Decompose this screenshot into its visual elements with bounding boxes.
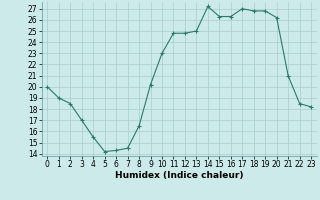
X-axis label: Humidex (Indice chaleur): Humidex (Indice chaleur) [115, 171, 244, 180]
